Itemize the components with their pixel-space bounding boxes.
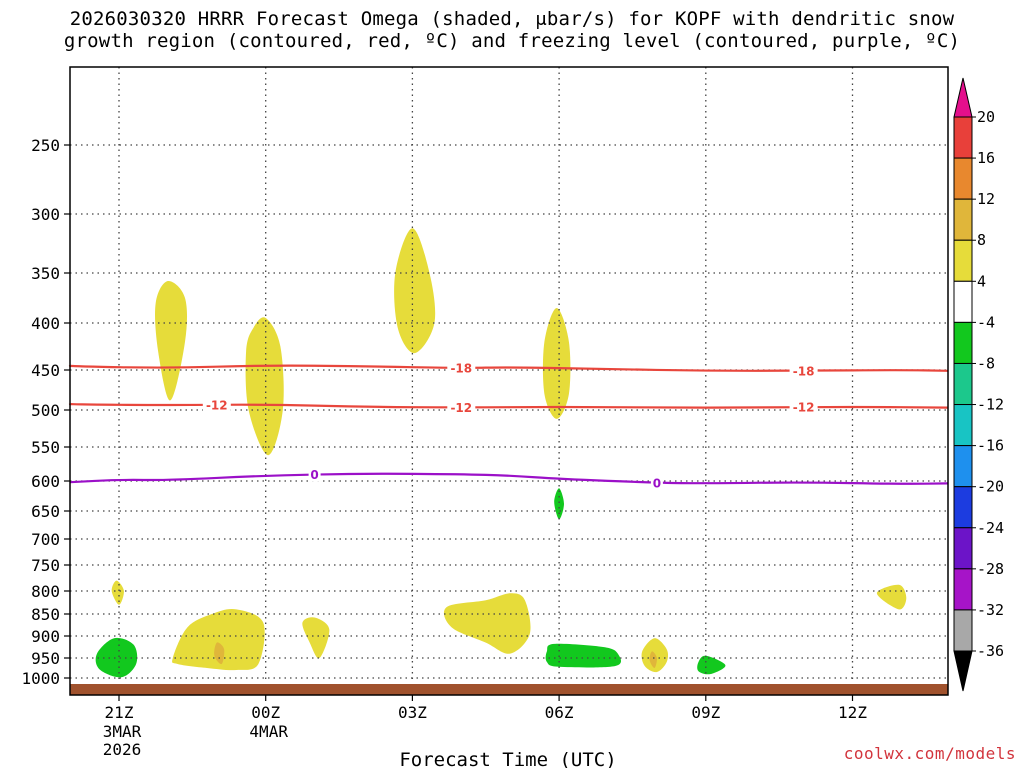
colorbar-label-3: 8 xyxy=(977,231,986,249)
colorbar-label-4: 4 xyxy=(977,272,986,290)
colorbar-band-11 xyxy=(953,568,973,611)
colorbar-label-12: -32 xyxy=(977,601,1004,619)
x-tick-label-09Z: 09Z xyxy=(691,703,720,722)
contour-lines: -18 -18 -12 -12 -12 0 0 xyxy=(68,361,949,490)
omega-down-06z-640 xyxy=(554,488,564,520)
y-tick-label-400: 400 xyxy=(31,314,60,333)
omega-up-edge-800 xyxy=(876,584,907,610)
y-tick-label-900: 900 xyxy=(31,627,60,646)
x-axis-label: Forecast Time (UTC) xyxy=(399,749,616,768)
plot-frame xyxy=(69,66,949,696)
omega-regions xyxy=(95,228,907,678)
colorbar-label-9: -20 xyxy=(977,478,1004,496)
y-tick-label-550: 550 xyxy=(31,438,60,457)
y-tick-label-850: 850 xyxy=(31,605,60,624)
ground-fill xyxy=(70,684,948,695)
omega-up-06z-450 xyxy=(542,308,571,419)
omega-up-03z-380 xyxy=(394,228,436,354)
colorbar-band-5 xyxy=(953,321,973,364)
dgz-minus-12-label-1: -12 xyxy=(450,401,472,415)
colorbar-label-11: -28 xyxy=(977,560,1004,578)
x-tick-label-00Z: 00Z xyxy=(251,703,280,722)
omega-up-23z-920 xyxy=(172,609,265,671)
colorbar-label-13: -36 xyxy=(977,642,1004,660)
freezing-level-label-0: 0 xyxy=(310,468,318,482)
freezing-level-label-1: 0 xyxy=(653,476,661,490)
title-line-2: growth region (contoured, red, ºC) and f… xyxy=(63,30,961,52)
y-tick-label-1000: 1000 xyxy=(21,669,60,688)
omega-down-06z-950 xyxy=(545,643,622,668)
colorbar-band-2 xyxy=(953,198,973,241)
colorbar-band-0 xyxy=(953,116,973,159)
colorbar-band-7 xyxy=(953,404,973,447)
y-tick-label-750: 750 xyxy=(31,556,60,575)
credit-link[interactable]: coolwx.com/models xyxy=(843,744,1016,763)
y-tick-label-950: 950 xyxy=(31,649,60,668)
colorbar-bottom-arrow xyxy=(953,650,973,692)
freezing-level-label-bg-0 xyxy=(308,467,321,482)
dgz-minus-18-label-bg-0 xyxy=(447,361,476,376)
colorbar-label-10: -24 xyxy=(977,519,1004,537)
colorbar-band-3 xyxy=(953,239,973,282)
dgz-minus-18-label-bg-1 xyxy=(789,363,818,378)
dgz-minus-12-label-0: -12 xyxy=(206,398,228,412)
y-tick-label-600: 600 xyxy=(31,472,60,491)
y-tick-label-700: 700 xyxy=(31,530,60,549)
x-tick-label-06Z: 06Z xyxy=(545,703,574,722)
freezing-level-line xyxy=(69,472,949,485)
y-tick-label-250: 250 xyxy=(31,136,60,155)
y-tick-label-300: 300 xyxy=(31,205,60,224)
colorbar-label-5: -4 xyxy=(977,313,995,331)
colorbar-band-6 xyxy=(953,362,973,406)
colorbar-band-12 xyxy=(953,609,973,652)
colorbar-label-0: 20 xyxy=(977,108,995,126)
y-tick-label-500: 500 xyxy=(31,401,60,420)
x-tick-sublabel-00Z-0: 4MAR xyxy=(249,722,288,741)
y-tick-label-450: 450 xyxy=(31,361,60,380)
x-tick-sublabel-21Z-0: 3MAR xyxy=(103,722,142,741)
dgz-minus-12-label-bg-0 xyxy=(202,397,231,412)
colorbar-band-4 xyxy=(953,280,973,323)
colorbar-label-6: -8 xyxy=(977,354,995,372)
omega-up-21z-400 xyxy=(155,280,188,401)
omega-up-strong-23z xyxy=(214,642,225,665)
colorbar-band-10 xyxy=(953,527,973,570)
omega-down-21z-950 xyxy=(95,637,138,678)
dgz-minus-12-label-bg-2 xyxy=(789,400,818,415)
dgz-minus-18-label-0: -18 xyxy=(450,362,472,376)
colorbar-label-8: -16 xyxy=(977,437,1004,455)
omega-down-09z-970 xyxy=(697,655,726,675)
omega-up-01z-880 xyxy=(302,617,330,659)
y-tick-label-650: 650 xyxy=(31,502,60,521)
colorbar-label-1: 16 xyxy=(977,149,995,167)
y-axis: 250 300 350 400 450 500 550 600 650 700 750 800 850 9… xyxy=(21,136,70,688)
ground-layer xyxy=(70,684,948,695)
dgz-minus-12-label-bg-1 xyxy=(447,400,476,415)
chart-title: 2026030320 HRRR Forecast Omega (shaded, … xyxy=(0,8,1024,52)
y-tick-label-350: 350 xyxy=(31,264,60,283)
colorbar-band-9 xyxy=(953,486,973,529)
colorbar-top-arrow xyxy=(953,77,973,118)
title-line-1: 2026030320 HRRR Forecast Omega (shaded, … xyxy=(69,8,955,30)
colorbar-band-1 xyxy=(953,157,973,200)
freezing-level-label-bg-1 xyxy=(650,475,663,490)
colorbar-label-2: 12 xyxy=(977,190,995,208)
dgz-minus-18-label-1: -18 xyxy=(793,364,815,378)
colorbar-band-8 xyxy=(953,445,973,488)
dgz-minus-12-label-2: -12 xyxy=(793,401,815,415)
omega-up-05z-860 xyxy=(443,593,531,654)
omega-up-21z-800 xyxy=(111,580,124,605)
x-tick-label-21Z: 21Z xyxy=(105,703,134,722)
x-tick-label-03Z: 03Z xyxy=(398,703,427,722)
omega-up-strong-08z xyxy=(649,651,657,669)
omega-up-00z-450 xyxy=(245,317,284,456)
colorbar: 20 16 12 8 4 -4 -8 -12 -16 -20 -24 -28 -32 -36 xyxy=(953,77,1004,692)
x-tick-sublabel-21Z-1: 2026 xyxy=(103,740,142,759)
x-tick-label-12Z: 12Z xyxy=(838,703,867,722)
colorbar-label-7: -12 xyxy=(977,396,1004,414)
y-tick-label-800: 800 xyxy=(31,582,60,601)
